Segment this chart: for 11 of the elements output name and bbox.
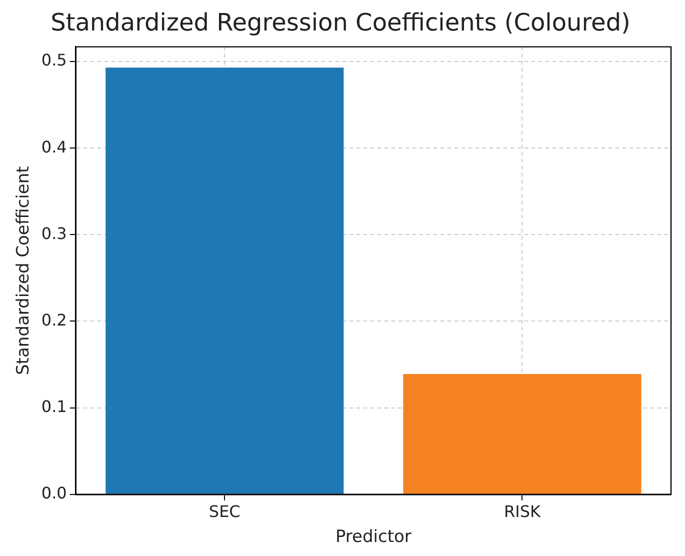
x-axis-title: Predictor (335, 527, 412, 548)
y-tick-label: 0.3 (41, 224, 67, 243)
x-tick-label: RISK (504, 502, 541, 522)
y-tick-label: 0.0 (41, 484, 67, 503)
x-tick-label: SEC (208, 502, 240, 522)
y-tick-label: 0.4 (41, 137, 67, 156)
chart-title: Standardized Regression Coefficients (Coloured) (50, 8, 630, 37)
y-axis-title: Standardized Coefficient (14, 166, 34, 375)
y-tick-label: 0.1 (41, 396, 67, 416)
y-tick-label: 0.2 (41, 310, 67, 330)
y-tick-label: 0.5 (41, 50, 67, 70)
